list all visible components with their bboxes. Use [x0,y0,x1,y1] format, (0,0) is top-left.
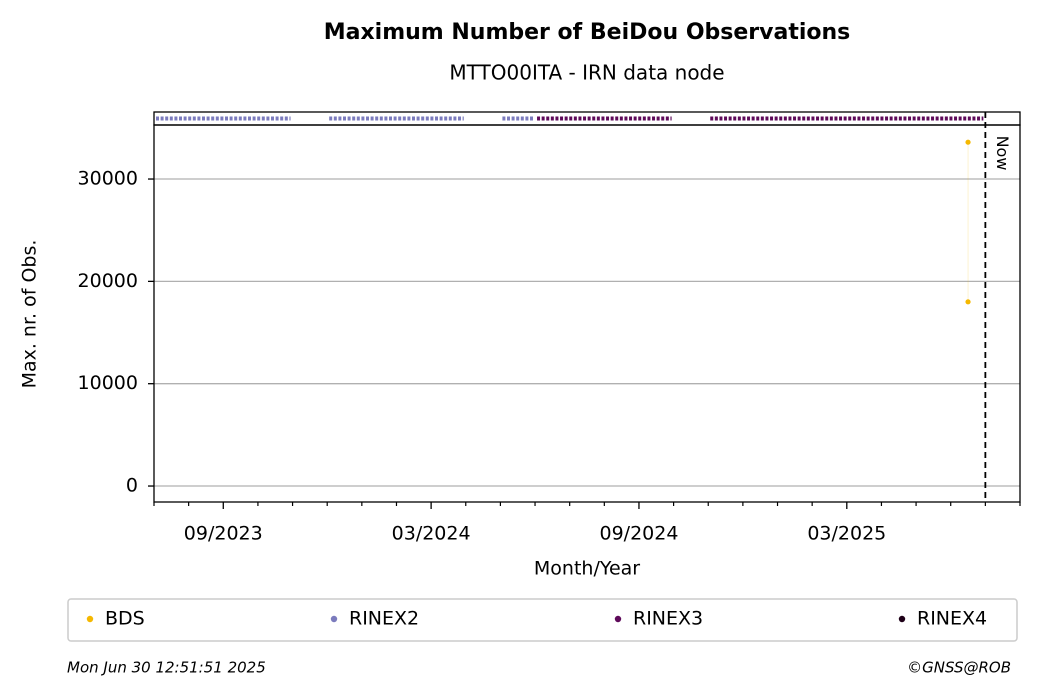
x-tick-label: 09/2024 [599,523,678,545]
y-tick-label: 20000 [78,270,138,292]
legend-marker [330,615,338,623]
y-axis-label: Max. nr. of Obs. [19,240,41,389]
legend-box [67,598,1018,642]
y-tick-label: 30000 [78,168,138,190]
legend-marker [898,615,906,623]
plot-frame [153,124,1021,503]
legend-label: RINEX2 [349,608,419,630]
availability-frame [153,111,1021,126]
legend-label: BDS [105,608,145,630]
y-tick-label: 0 [126,475,138,497]
x-axis-label: Month/Year [534,558,640,580]
now-label: Now [993,136,1012,171]
chart-subtitle: MTTO00ITA - IRN data node [449,61,724,85]
x-tick-label: 03/2024 [392,523,471,545]
footer-credit: ©GNSS@ROB [907,659,1011,677]
legend-label: RINEX4 [917,608,987,630]
y-tick-label: 10000 [78,372,138,394]
footer-date: Mon Jun 30 12:51:51 2025 [67,659,266,677]
x-tick-label: 03/2025 [807,523,886,545]
legend-marker [614,615,622,623]
legend-label: RINEX3 [633,608,703,630]
chart-title: Maximum Number of BeiDou Observations [324,20,851,45]
data-point [965,299,971,305]
data-point [965,139,971,145]
legend-marker [86,615,94,623]
x-tick-label: 09/2023 [184,523,263,545]
